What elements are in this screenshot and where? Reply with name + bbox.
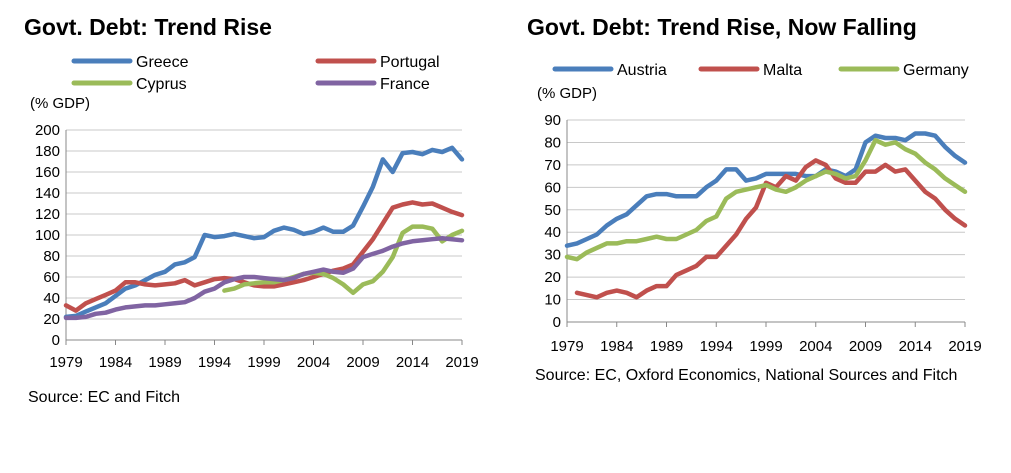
left-y-tick-label: 40 bbox=[43, 290, 60, 307]
left-series-line-cyprus bbox=[222, 224, 465, 296]
left-y-tick-label: 60 bbox=[43, 269, 60, 286]
left-series-line-greece bbox=[63, 145, 465, 320]
right-x-tick-label: 1989 bbox=[650, 338, 683, 355]
left-x-tick-label: 1979 bbox=[49, 354, 82, 371]
right-y-tick-label: 90 bbox=[544, 112, 561, 129]
right-x-tick-label: 2004 bbox=[799, 338, 832, 355]
right-x-tick-label: 2019 bbox=[948, 338, 981, 355]
right-y-tick-label: 10 bbox=[544, 292, 561, 309]
right-chart-source: Source: EC, Oxford Economics, National S… bbox=[535, 367, 958, 384]
right-y-tick-label: 70 bbox=[544, 157, 561, 174]
right-legend-label-austria: Austria bbox=[617, 62, 667, 79]
left-y-tick-label: 200 bbox=[35, 122, 60, 139]
left-x-tick-label: 2014 bbox=[396, 354, 429, 371]
left-legend-label-greece: Greece bbox=[136, 54, 189, 71]
right-series-line-austria bbox=[564, 131, 968, 248]
left-x-tick-label: 1994 bbox=[198, 354, 231, 371]
right-legend-label-germany: Germany bbox=[903, 62, 969, 79]
right-y-tick-label: 50 bbox=[544, 202, 561, 219]
right-x-tick-label: 1984 bbox=[600, 338, 633, 355]
right-chart-svg: 0 10 20 30 40 50 60 70 80 90 1979 1984 1989 1994 1999 2… bbox=[537, 62, 982, 355]
left-x-tick-label: 1984 bbox=[99, 354, 132, 371]
left-y-tick-label: 0 bbox=[52, 332, 60, 349]
left-y-tick-label: 160 bbox=[35, 164, 60, 181]
left-y-tick-label: 100 bbox=[35, 227, 60, 244]
left-x-tick-label: 2019 bbox=[445, 354, 478, 371]
left-chart-source: Source: EC and Fitch bbox=[28, 389, 181, 406]
left-x-tick-label: 1999 bbox=[247, 354, 280, 371]
right-chart-panel: Govt. Debt: Trend Rise, Now Falling 0 10 2… bbox=[505, 0, 1011, 473]
left-y-axis-label: (% GDP) bbox=[30, 95, 90, 112]
right-x-tick-label: 1999 bbox=[749, 338, 782, 355]
right-y-tick-label: 20 bbox=[544, 269, 561, 286]
right-y-tick-label: 60 bbox=[544, 179, 561, 196]
right-x-tick-label: 1994 bbox=[700, 338, 733, 355]
left-legend-label-france: France bbox=[380, 76, 430, 93]
right-y-tick-label: 80 bbox=[544, 134, 561, 151]
left-y-tick-label: 140 bbox=[35, 185, 60, 202]
left-y-tick-label: 120 bbox=[35, 206, 60, 223]
right-legend-label-malta: Malta bbox=[763, 62, 802, 79]
right-y-tick-label: 0 bbox=[553, 314, 561, 331]
right-y-tick-label: 40 bbox=[544, 224, 561, 241]
left-x-tick-label: 1989 bbox=[148, 354, 181, 371]
right-chart-title: Govt. Debt: Trend Rise, Now Falling bbox=[527, 14, 917, 40]
left-x-tick-label: 2009 bbox=[346, 354, 379, 371]
left-chart-svg: 0 20 40 60 80 100 120 140 160 180 200 1979 1984 1989 1… bbox=[30, 54, 479, 371]
left-y-tick-label: 80 bbox=[43, 248, 60, 265]
right-series-line-germany bbox=[564, 137, 968, 262]
left-chart-title: Govt. Debt: Trend Rise bbox=[24, 14, 272, 40]
right-x-tick-label: 1979 bbox=[550, 338, 583, 355]
left-legend-label-portugal: Portugal bbox=[380, 54, 440, 71]
right-x-tick-label: 2014 bbox=[899, 338, 932, 355]
left-series-line-france bbox=[63, 235, 465, 321]
left-series-line-portugal bbox=[63, 200, 465, 313]
right-x-tick-label: 2009 bbox=[849, 338, 882, 355]
right-y-axis-label: (% GDP) bbox=[537, 85, 597, 102]
right-y-tick-label: 30 bbox=[544, 247, 561, 264]
left-legend-label-cyprus: Cyprus bbox=[136, 76, 187, 93]
left-x-tick-label: 2004 bbox=[297, 354, 330, 371]
left-y-tick-label: 180 bbox=[35, 143, 60, 160]
left-chart-panel: Govt. Debt: Trend Rise 0 20 40 60 80 100 120 14… bbox=[0, 0, 500, 473]
left-y-tick-label: 20 bbox=[43, 311, 60, 328]
